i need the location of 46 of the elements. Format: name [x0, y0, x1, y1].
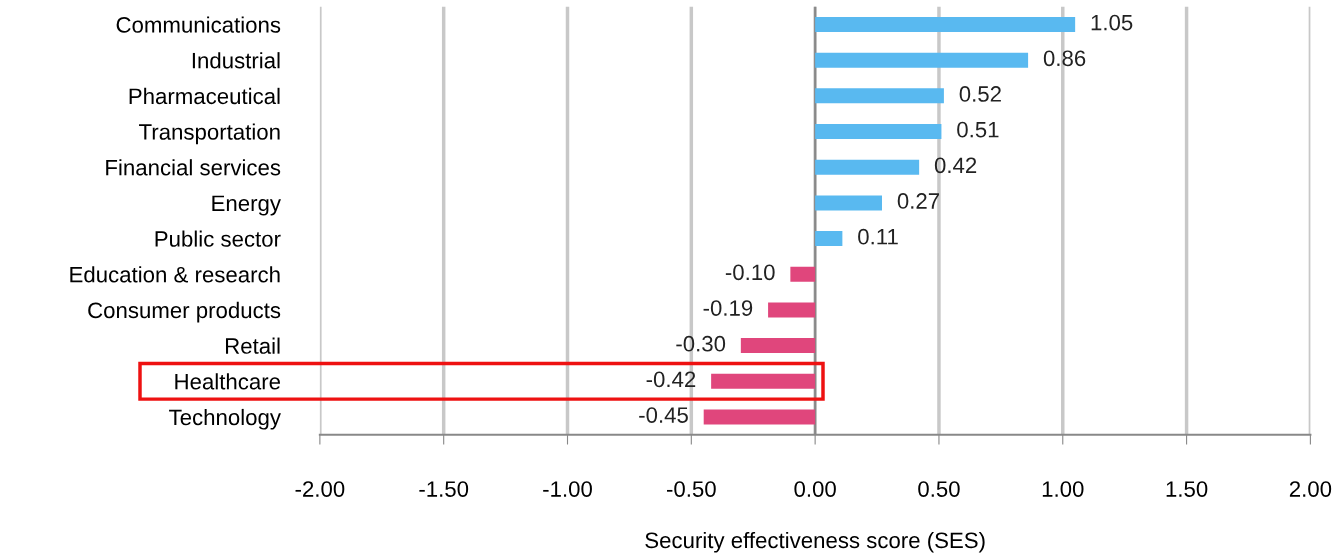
y-tick-label: Healthcare	[175, 373, 280, 390]
y-tick-label: Industrial	[192, 52, 280, 69]
bar	[815, 17, 1076, 32]
x-tick-label: 0.00	[794, 481, 836, 497]
data-label: 0.11	[858, 228, 898, 245]
y-tick-label: Retail	[225, 337, 280, 354]
data-label: 0.86	[1043, 50, 1086, 67]
bar	[711, 373, 816, 389]
y-tick-label: Technology	[169, 408, 281, 430]
data-label: 0.52	[959, 86, 1001, 102]
bar	[790, 266, 816, 282]
y-tick-label: Education & research	[70, 266, 280, 283]
data-label: 0.42	[934, 157, 977, 174]
bar	[740, 338, 816, 354]
bar	[703, 409, 816, 425]
x-tick-label: -2.00	[295, 481, 345, 497]
y-tick-label: Financial services	[106, 159, 281, 176]
y-tick-label: Energy	[212, 195, 281, 216]
data-label: -0.42	[646, 371, 696, 388]
data-label: 1.05	[1091, 14, 1133, 31]
bar	[815, 231, 843, 247]
data-label: -0.10	[725, 264, 775, 281]
y-tick-label: Public sector	[155, 230, 281, 247]
data-label: 0.27	[897, 193, 939, 209]
data-label: -0.45	[639, 407, 688, 423]
y-tick-label: Pharmaceutical	[129, 87, 280, 105]
bar	[815, 52, 1029, 68]
x-tick-label: 0.50	[918, 481, 960, 497]
bar	[815, 195, 882, 211]
data-label: -0.30	[676, 335, 726, 352]
y-tick-label: Consumer products	[88, 301, 281, 323]
x-tick-label: 1.00	[1042, 481, 1084, 497]
x-tick-label: -1.00	[543, 481, 592, 497]
data-label: -0.19	[703, 300, 753, 316]
x-tick-label: -0.50	[666, 481, 716, 497]
y-tick-label: Communications	[116, 16, 281, 33]
bar	[815, 159, 920, 175]
x-tick-label: -1.50	[419, 481, 469, 497]
data-label: 0.51	[957, 121, 999, 138]
y-tick-label: Transportation	[139, 123, 280, 145]
bar	[815, 88, 944, 104]
x-tick-label: 1.50	[1166, 481, 1208, 497]
x-tick-label: 2.00	[1289, 481, 1332, 497]
bar	[815, 124, 942, 140]
bar	[768, 302, 816, 318]
x-axis-title: Security effectiveness score (SES)	[645, 531, 985, 553]
